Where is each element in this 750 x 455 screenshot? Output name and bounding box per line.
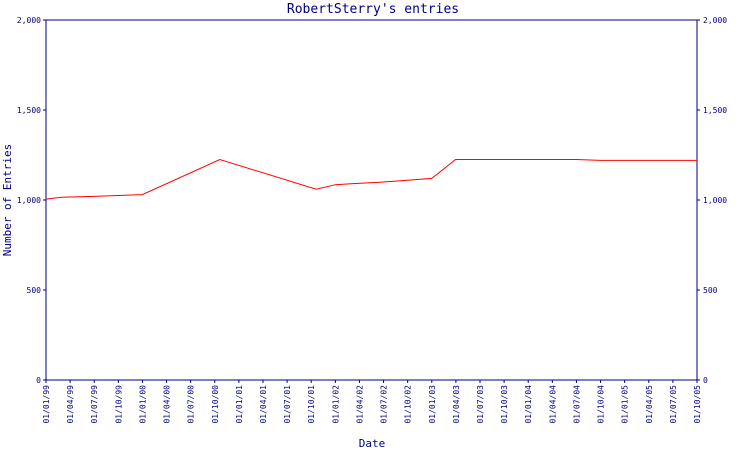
x-axis-title: Date — [359, 437, 386, 450]
x-tick-label: 01/10/99 — [114, 385, 123, 424]
x-tick-label: 01/01/03 — [428, 385, 437, 424]
chart-title: RobertSterry's entries — [287, 2, 459, 17]
y-tick-label-left: 1,000 — [17, 196, 41, 205]
x-tick-label: 01/07/05 — [669, 385, 678, 424]
x-tick-label: 01/04/05 — [645, 385, 654, 424]
y-axis: 0 0 500 500 1,000 1,000 1,500 1,500 2,000 2,000 — [17, 16, 727, 385]
y-tick-label-right: 2,000 — [703, 16, 727, 25]
x-tick-label: 01/01/02 — [331, 385, 340, 424]
y-tick-label-right: 0 — [703, 376, 708, 385]
x-tick-label: 01/07/01 — [283, 385, 292, 424]
x-axis: 01/01/99 01/04/99 01/07/99 01/10/99 01/01/00… — [42, 380, 702, 424]
y-tick-label-right: 1,000 — [703, 196, 727, 205]
y-tick-label-left: 0 — [36, 376, 41, 385]
x-tick-label: 01/10/03 — [500, 385, 509, 424]
x-tick-label: 01/07/99 — [90, 385, 99, 424]
x-tick-label: 01/07/00 — [187, 385, 196, 424]
x-tick-label: 01/04/99 — [66, 385, 75, 424]
x-tick-label: 01/10/05 — [693, 385, 702, 424]
x-tick-label: 01/10/00 — [211, 385, 220, 424]
y-tick-label-left: 2,000 — [17, 16, 41, 25]
x-tick-label: 01/04/00 — [163, 385, 172, 424]
x-tick-label: 01/04/04 — [548, 385, 557, 424]
x-tick-label: 01/04/03 — [452, 385, 461, 424]
y-tick-label-left: 500 — [27, 286, 42, 295]
y-tick-label-right: 500 — [703, 286, 718, 295]
x-tick-label: 01/01/01 — [235, 385, 244, 424]
x-tick-label: 01/01/99 — [42, 385, 51, 424]
x-tick-label: 01/10/02 — [404, 385, 413, 424]
y-tick-label-right: 1,500 — [703, 106, 727, 115]
y-tick-label-left: 1,500 — [17, 106, 41, 115]
x-tick-label: 01/04/01 — [259, 385, 268, 424]
x-tick-label: 01/04/02 — [355, 385, 364, 424]
x-tick-label: 01/01/00 — [138, 385, 147, 424]
x-tick-label: 01/07/02 — [380, 385, 389, 424]
x-tick-label: 01/07/03 — [476, 385, 485, 424]
x-tick-label: 01/01/05 — [621, 385, 630, 424]
y-axis-title: Number of Entries — [1, 144, 14, 257]
plot-frame — [45, 19, 698, 381]
series-layer — [45, 158, 697, 200]
x-tick-label: 01/10/01 — [307, 385, 316, 424]
x-tick-label: 01/10/04 — [597, 385, 606, 424]
x-tick-label: 01/01/04 — [524, 385, 533, 424]
x-tick-label: 01/07/04 — [572, 385, 581, 424]
series-line — [45, 158, 697, 200]
